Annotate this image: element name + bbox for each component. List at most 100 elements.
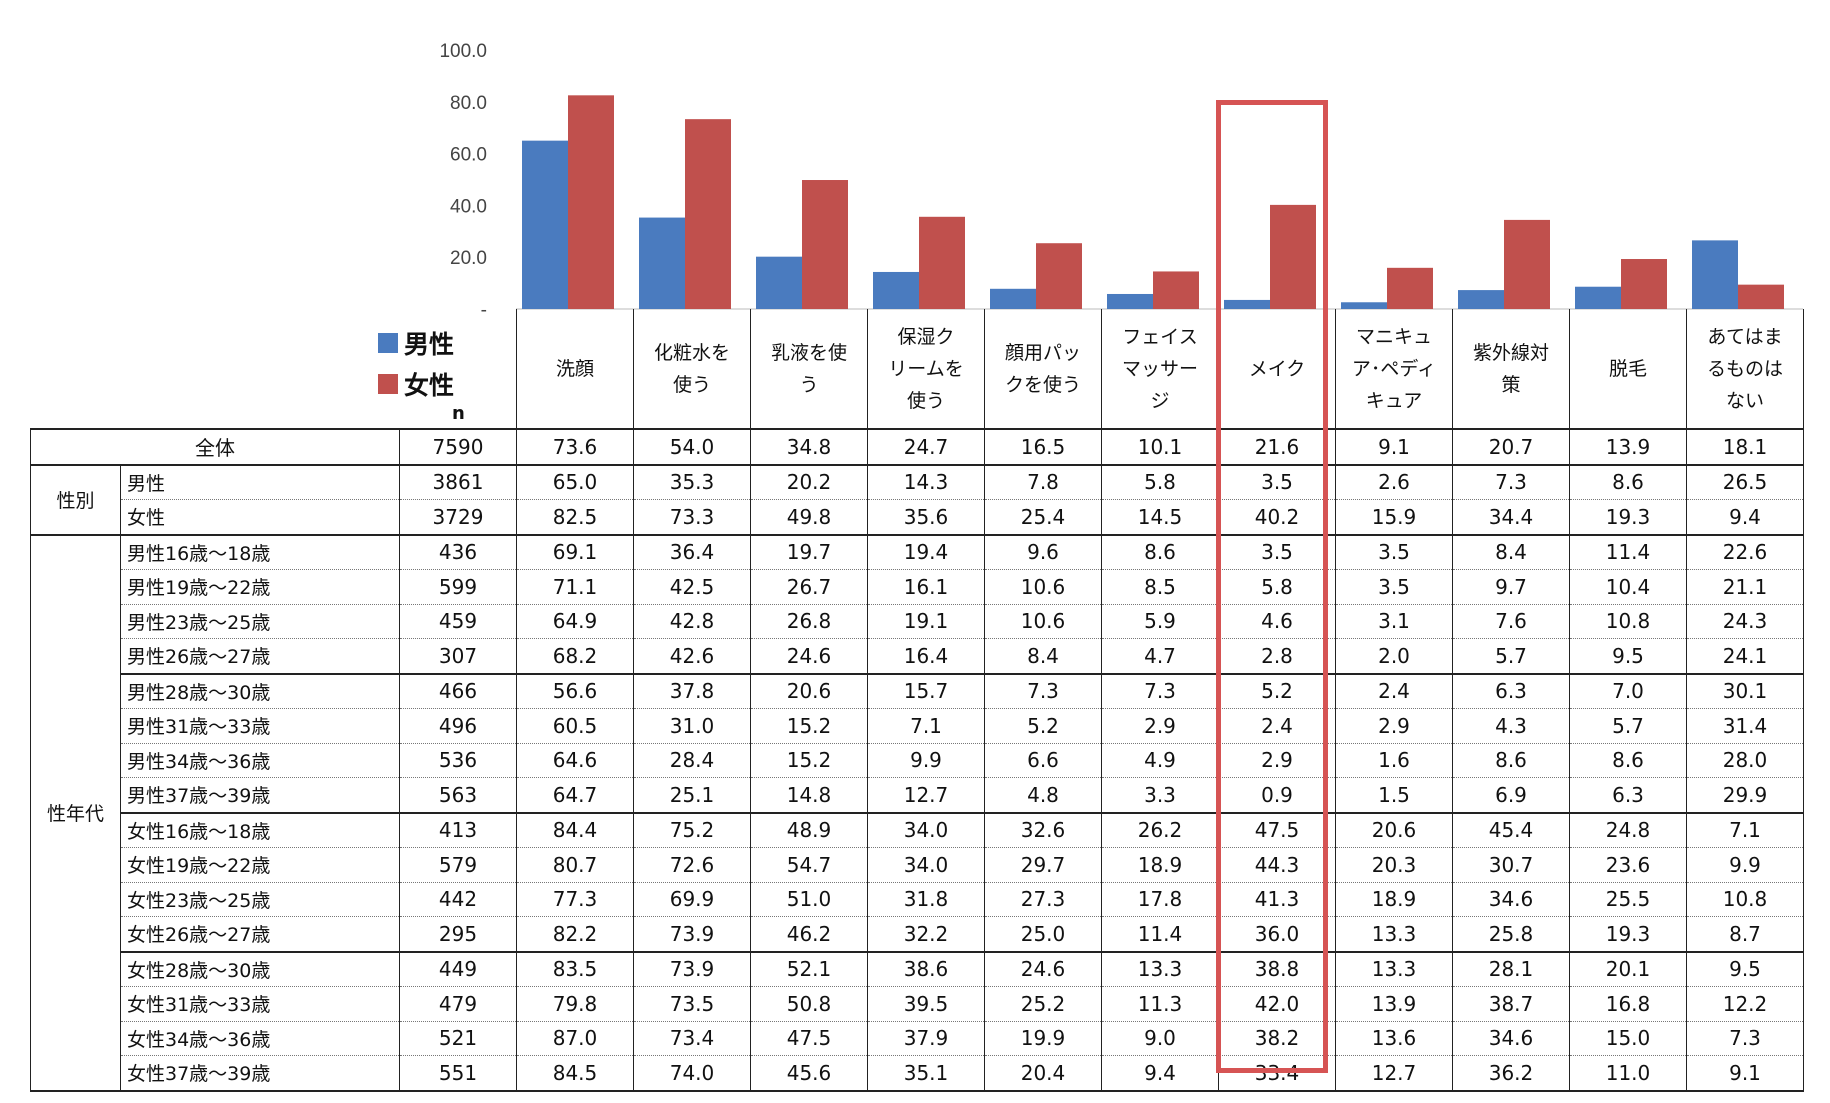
value-cell: 49.8 <box>750 499 868 536</box>
table-row: 女性16歳～18歳 413 84.4 75.2 48.9 34.0 32.6 26.2 47.5… <box>31 812 1804 848</box>
table-row: 女性34歳～36歳 521 87.0 73.4 47.5 37.9 19.9 9.0 38.2 1… <box>31 1020 1804 1056</box>
value-cell: 25.5 <box>1569 881 1687 917</box>
value-cell: 2.9 <box>1101 708 1219 743</box>
value-cell: 9.9 <box>867 742 985 778</box>
value-cell: 11.0 <box>1569 1055 1687 1092</box>
value-cell: 9.6 <box>984 534 1102 570</box>
row-label: 男性16歳～18歳 <box>120 534 400 570</box>
value-cell: 65.0 <box>516 464 634 500</box>
value-cell: 5.2 <box>984 708 1102 743</box>
value-cell: 29.7 <box>984 847 1102 882</box>
value-cell: 15.7 <box>867 673 985 709</box>
value-cell: 19.3 <box>1569 916 1687 953</box>
header-blank-cell <box>30 309 121 430</box>
value-cell: 9.5 <box>1686 951 1804 987</box>
value-cell: 29.9 <box>1686 777 1804 814</box>
value-cell: 27.3 <box>984 881 1102 917</box>
value-cell: 7.3 <box>1452 464 1570 500</box>
row-label: 男性28歳～30歳 <box>120 673 400 709</box>
value-cell: 25.8 <box>1452 916 1570 953</box>
n-cell: 3729 <box>399 499 517 536</box>
value-cell: 15.9 <box>1335 499 1453 536</box>
value-cell: 83.5 <box>516 951 634 987</box>
value-cell: 84.5 <box>516 1055 634 1092</box>
value-cell: 3.5 <box>1218 534 1336 570</box>
n-cell: 7590 <box>399 428 517 466</box>
value-cell: 34.0 <box>867 847 985 882</box>
value-cell: 46.2 <box>750 916 868 953</box>
y-tick-label: 40.0 <box>450 196 487 217</box>
value-cell: 23.6 <box>1569 847 1687 882</box>
value-cell: 14.3 <box>867 464 985 500</box>
value-cell: 20.4 <box>984 1055 1102 1092</box>
row-label: 女性26歳～27歳 <box>120 916 400 953</box>
value-cell: 36.0 <box>1218 916 1336 953</box>
value-cell: 7.3 <box>1686 1020 1804 1056</box>
value-cell: 73.6 <box>516 428 634 466</box>
value-cell: 9.0 <box>1101 1020 1219 1056</box>
value-cell: 19.3 <box>1569 499 1687 536</box>
table-row: 女性19歳～22歳 579 80.7 72.6 54.7 34.0 29.7 18.9 44.3… <box>31 847 1804 882</box>
value-cell: 35.3 <box>633 464 751 500</box>
n-cell: 521 <box>399 1020 517 1056</box>
value-cell: 9.9 <box>1686 847 1804 882</box>
value-cell: 37.8 <box>633 673 751 709</box>
header-blank-cell <box>399 309 517 430</box>
table-row: 女性26歳～27歳 295 82.2 73.9 46.2 32.2 25.0 11.4 36.0… <box>31 916 1804 953</box>
value-cell: 32.2 <box>867 916 985 953</box>
value-cell: 7.1 <box>867 708 985 743</box>
n-cell: 466 <box>399 673 517 709</box>
value-cell: 25.1 <box>633 777 751 814</box>
value-cell: 4.7 <box>1101 638 1219 675</box>
row-label: 女性37歳～39歳 <box>120 1055 400 1092</box>
value-cell: 24.6 <box>984 951 1102 987</box>
value-cell: 1.6 <box>1335 742 1453 778</box>
column-header: 脱毛 <box>1569 309 1687 430</box>
row-label: 男性31歳～33歳 <box>120 708 400 743</box>
value-cell: 20.7 <box>1452 428 1570 466</box>
table-row: 女性37歳～39歳 551 84.5 74.0 45.6 35.1 20.4 9.4 33.4 1… <box>31 1055 1804 1092</box>
table-row: 男性19歳～22歳 599 71.1 42.5 26.7 16.1 10.6 8.5 5.8 3.… <box>31 569 1804 604</box>
value-cell: 73.9 <box>633 951 751 987</box>
value-cell: 7.8 <box>984 464 1102 500</box>
n-cell: 459 <box>399 603 517 639</box>
value-cell: 13.3 <box>1101 951 1219 987</box>
value-cell: 7.3 <box>984 673 1102 709</box>
value-cell: 77.3 <box>516 881 634 917</box>
value-cell: 6.3 <box>1569 777 1687 814</box>
value-cell: 24.8 <box>1569 812 1687 848</box>
n-cell: 295 <box>399 916 517 953</box>
column-header: 紫外線対策 <box>1452 309 1570 430</box>
value-cell: 10.4 <box>1569 569 1687 604</box>
value-cell: 10.6 <box>984 603 1102 639</box>
bar-male <box>639 217 685 309</box>
table-row: 女性 3729 82.5 73.3 49.8 35.6 25.4 14.5 40.2 15.9 34… <box>31 499 1804 536</box>
value-cell: 51.0 <box>750 881 868 917</box>
value-cell: 4.8 <box>984 777 1102 814</box>
value-cell: 7.3 <box>1101 673 1219 709</box>
value-cell: 25.4 <box>984 499 1102 536</box>
row-label: 女性 <box>120 499 400 536</box>
group-label: 性別 <box>30 464 121 536</box>
value-cell: 73.3 <box>633 499 751 536</box>
column-header: メイク <box>1218 309 1336 430</box>
value-cell: 33.4 <box>1218 1055 1336 1092</box>
n-cell: 563 <box>399 777 517 814</box>
bar-female <box>1387 267 1433 309</box>
bar-male <box>1107 293 1153 309</box>
value-cell: 21.1 <box>1686 569 1804 604</box>
value-cell: 8.4 <box>1452 534 1570 570</box>
value-cell: 64.6 <box>516 742 634 778</box>
value-cell: 20.6 <box>750 673 868 709</box>
n-cell: 479 <box>399 986 517 1021</box>
table-row: 女性31歳～33歳 479 79.8 73.5 50.8 39.5 25.2 11.3 42.0… <box>31 986 1804 1021</box>
bar-female <box>919 216 965 309</box>
n-cell: 449 <box>399 951 517 987</box>
n-cell: 579 <box>399 847 517 882</box>
bar-female <box>1738 284 1784 309</box>
value-cell: 40.2 <box>1218 499 1336 536</box>
value-cell: 5.7 <box>1452 638 1570 675</box>
value-cell: 19.1 <box>867 603 985 639</box>
value-cell: 73.9 <box>633 916 751 953</box>
value-cell: 2.0 <box>1335 638 1453 675</box>
